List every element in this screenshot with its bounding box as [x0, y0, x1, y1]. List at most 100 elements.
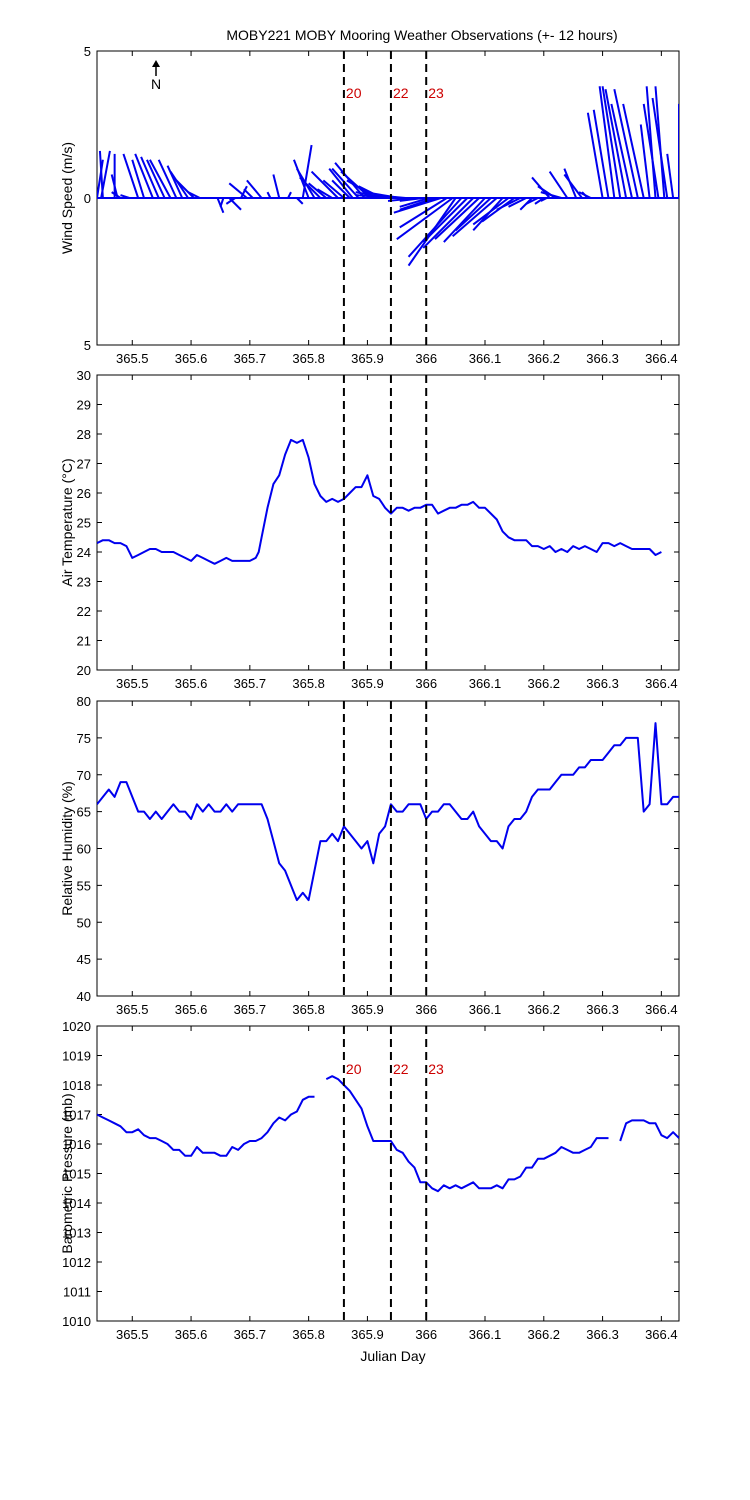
y-axis-label-humidity: Relative Humidity (%)	[59, 781, 75, 916]
x-tick-label: 365.5	[116, 1327, 149, 1342]
x-tick-label: 366.4	[645, 1002, 678, 1017]
x-tick-label: 366.1	[469, 351, 502, 366]
y-axis-label-wind: Wind Speed (m/s)	[59, 142, 75, 254]
wind-vector	[604, 89, 628, 199]
wind-vector	[307, 182, 327, 199]
figure-title: MOBY221 MOBY Mooring Weather Observation…	[226, 27, 617, 43]
x-tick-label: 366.1	[469, 1002, 502, 1017]
y-tick-label: 21	[77, 634, 91, 649]
y-tick-label: 23	[77, 575, 91, 590]
wind-vector	[399, 197, 448, 229]
y-tick-label: 1018	[62, 1078, 91, 1093]
north-label: N	[151, 76, 161, 92]
wind-vector	[266, 191, 272, 199]
x-tick-label: 365.7	[234, 1327, 267, 1342]
wind-vector	[396, 197, 454, 240]
x-tick-label: 365.7	[234, 351, 267, 366]
y-tick-label: 1016	[62, 1137, 91, 1152]
x-tick-label: 366.2	[528, 676, 561, 691]
x-tick-label: 366	[415, 1002, 437, 1017]
x-tick-label: 365.9	[351, 351, 384, 366]
x-axis-label: Julian Day	[360, 1348, 425, 1364]
y-tick-label: 1019	[62, 1049, 91, 1064]
x-tick-label: 366	[415, 676, 437, 691]
x-tick-label: 365.6	[175, 676, 208, 691]
series-line-humidity	[97, 722, 679, 902]
wind-vector	[399, 197, 430, 208]
y-tick-label: 1020	[62, 1019, 91, 1034]
wind-vector	[134, 153, 154, 199]
y-tick-label: 70	[77, 768, 91, 783]
wind-vector	[187, 191, 201, 199]
x-tick-label: 365.9	[351, 1002, 384, 1017]
panel-humidity: 40 45 50 55 60 65 70 75 80 365.5 365.6 365.7 365.8 36…	[59, 694, 680, 1017]
wind-vector	[563, 173, 583, 199]
y-tick-label: 26	[77, 486, 91, 501]
wind-vector	[452, 197, 498, 237]
x-tick-label: 365.8	[292, 351, 325, 366]
x-tick-label: 366	[415, 351, 437, 366]
wind-vector	[540, 191, 562, 199]
wind-vector	[157, 159, 178, 199]
y-tick-label: 1014	[62, 1196, 91, 1211]
plot-frame-pressure	[96, 1025, 680, 1322]
x-tick-label: 365.6	[175, 1002, 208, 1017]
wind-vector	[666, 153, 675, 199]
x-tick-label: 365.8	[292, 1327, 325, 1342]
wind-vector	[651, 97, 669, 199]
y-tick-label: 80	[77, 694, 91, 709]
x-tick-label: 366.4	[645, 676, 678, 691]
wind-vector	[598, 86, 616, 199]
wind-vector	[645, 86, 657, 199]
wind-vector	[140, 156, 160, 199]
y-tick-label: 50	[77, 915, 91, 930]
wind-vector	[225, 197, 236, 205]
marker-label-20: 20	[346, 85, 362, 101]
wind-vector	[443, 197, 486, 243]
y-tick-label: 1012	[62, 1255, 91, 1270]
wind-vector	[146, 159, 166, 199]
x-tick-label: 366.3	[586, 1002, 619, 1017]
wind-vector	[243, 188, 254, 199]
wind-vector	[610, 103, 633, 199]
wind-vector	[434, 197, 480, 240]
x-tick-label: 366.4	[645, 351, 678, 366]
x-tick-label: 365.5	[116, 1002, 149, 1017]
x-tick-label: 366.3	[586, 1327, 619, 1342]
y-tick-label: 25	[77, 516, 91, 531]
wind-vector	[508, 197, 527, 208]
wind-vector	[111, 191, 122, 199]
y-tick-label: 1017	[62, 1108, 91, 1123]
wind-vector	[578, 191, 592, 199]
wind-vector	[534, 197, 545, 205]
wind-vector	[331, 179, 351, 199]
wind-vector	[120, 194, 130, 199]
marker-label-22: 22	[393, 1061, 409, 1077]
x-tick-label: 365.5	[116, 676, 149, 691]
wind-vector	[322, 179, 345, 199]
y-tick-label: 29	[77, 398, 91, 413]
wind-vector	[642, 103, 660, 199]
x-tick-label: 365.8	[292, 1002, 325, 1017]
wind-vector	[131, 159, 145, 199]
marker-label-23: 23	[428, 85, 444, 101]
plot-frame-humidity	[96, 700, 680, 997]
wind-vector	[407, 197, 463, 258]
panel-wind: 5 0 5 365.5 365.6 365.7 365.8 365.9 366 366.1 366.…	[59, 44, 680, 366]
wind-vector	[316, 188, 333, 199]
wind-vector	[166, 165, 184, 199]
wind-vector	[169, 170, 189, 199]
wind-vector	[328, 167, 354, 199]
y-tick-label: 27	[77, 457, 91, 472]
x-tick-label: 366.3	[586, 351, 619, 366]
x-tick-label: 366.2	[528, 1002, 561, 1017]
wind-vector	[287, 191, 292, 199]
x-tick-label: 365.7	[234, 676, 267, 691]
x-tick-label: 366.1	[469, 1327, 502, 1342]
series-pressure	[97, 1075, 679, 1193]
marker-label-20: 20	[346, 1061, 362, 1077]
panel-pressure: 1010 1011 1012 1013 1014 1015 1016 1017 1018 1019…	[59, 1019, 680, 1342]
wind-vector	[299, 176, 322, 199]
y-tick-label: 1010	[62, 1314, 91, 1329]
